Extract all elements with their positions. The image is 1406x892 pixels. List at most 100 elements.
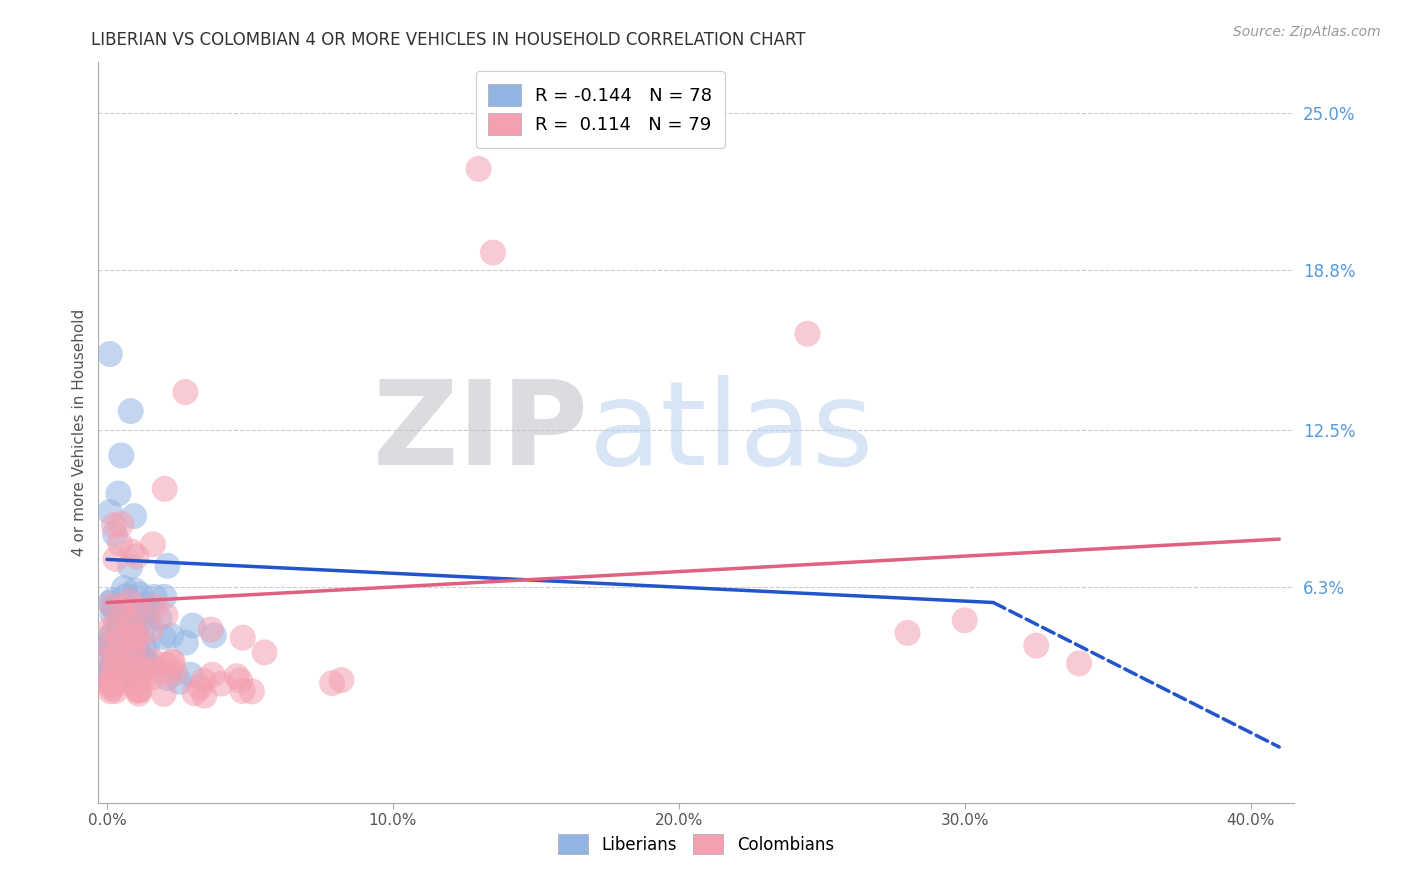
Liberians (101, 593, 124, 607)
Colombians (100, 673, 122, 688)
Colombians (98, 640, 121, 654)
Colombians (103, 518, 125, 533)
Colombians (100, 684, 122, 698)
Legend: Liberians, Colombians: Liberians, Colombians (551, 828, 841, 861)
Colombians (104, 684, 127, 698)
Liberians (107, 617, 129, 632)
Colombians (111, 600, 134, 615)
Liberians (110, 617, 132, 632)
Liberians (135, 598, 157, 612)
Liberians (108, 622, 131, 636)
Liberians (104, 527, 127, 541)
Liberians (112, 663, 135, 677)
Liberians (160, 629, 183, 643)
Colombians (124, 661, 146, 675)
Colombians (142, 537, 165, 551)
Colombians (124, 632, 146, 646)
Liberians (98, 637, 121, 651)
Colombians (124, 628, 146, 642)
Liberians (122, 509, 145, 524)
Colombians (110, 516, 132, 531)
Liberians (169, 674, 191, 689)
Liberians (98, 671, 121, 685)
Colombians (125, 633, 148, 648)
Colombians (128, 687, 150, 701)
Colombians (122, 664, 145, 678)
Liberians (202, 628, 225, 642)
Liberians (98, 347, 121, 361)
Colombians (98, 666, 121, 681)
Colombians (101, 599, 124, 613)
Colombians (128, 683, 150, 698)
Liberians (156, 671, 179, 685)
Colombians (122, 642, 145, 657)
Liberians (136, 601, 159, 615)
Text: ZIP: ZIP (373, 376, 589, 490)
Liberians (174, 635, 197, 649)
Liberians (104, 663, 127, 677)
Liberians (152, 630, 174, 644)
Colombians (482, 245, 505, 260)
Colombians (253, 645, 276, 659)
Colombians (143, 599, 166, 614)
Colombians (155, 657, 177, 672)
Colombians (153, 482, 176, 496)
Colombians (141, 653, 163, 667)
Colombians (120, 650, 142, 665)
Text: Source: ZipAtlas.com: Source: ZipAtlas.com (1233, 25, 1381, 39)
Liberians (98, 671, 121, 685)
Liberians (139, 658, 162, 673)
Liberians (114, 624, 136, 638)
Colombians (160, 655, 183, 669)
Colombians (225, 669, 247, 683)
Liberians (108, 649, 131, 664)
Colombians (103, 672, 125, 686)
Colombians (157, 665, 180, 679)
Colombians (114, 665, 136, 680)
Colombians (193, 689, 215, 703)
Liberians (101, 665, 124, 679)
Liberians (120, 622, 142, 636)
Liberians (124, 583, 146, 598)
Liberians (104, 602, 127, 616)
Colombians (118, 594, 141, 608)
Liberians (98, 673, 121, 687)
Colombians (229, 673, 252, 688)
Liberians (120, 559, 142, 574)
Colombians (231, 684, 253, 698)
Colombians (201, 667, 224, 681)
Colombians (128, 682, 150, 697)
Colombians (321, 676, 343, 690)
Liberians (108, 673, 131, 687)
Liberians (100, 628, 122, 642)
Liberians (138, 615, 160, 629)
Text: LIBERIAN VS COLOMBIAN 4 OR MORE VEHICLES IN HOUSEHOLD CORRELATION CHART: LIBERIAN VS COLOMBIAN 4 OR MORE VEHICLES… (91, 31, 806, 49)
Liberians (98, 648, 121, 662)
Liberians (143, 590, 166, 604)
Liberians (136, 639, 159, 653)
Colombians (107, 646, 129, 660)
Liberians (98, 505, 121, 519)
Colombians (162, 655, 184, 669)
Liberians (120, 667, 142, 681)
Colombians (127, 683, 149, 698)
Liberians (111, 644, 134, 658)
Liberians (101, 607, 124, 622)
Colombians (796, 326, 818, 341)
Colombians (232, 631, 254, 645)
Colombians (98, 677, 121, 691)
Colombians (100, 681, 122, 695)
Colombians (141, 665, 163, 679)
Colombians (98, 622, 121, 636)
Liberians (101, 662, 124, 676)
Liberians (136, 604, 159, 618)
Colombians (152, 687, 174, 701)
Colombians (104, 552, 127, 566)
Colombians (155, 607, 177, 622)
Colombians (103, 677, 125, 691)
Liberians (134, 612, 156, 626)
Liberians (101, 628, 124, 642)
Liberians (107, 658, 129, 673)
Liberians (98, 665, 121, 680)
Liberians (132, 640, 155, 654)
